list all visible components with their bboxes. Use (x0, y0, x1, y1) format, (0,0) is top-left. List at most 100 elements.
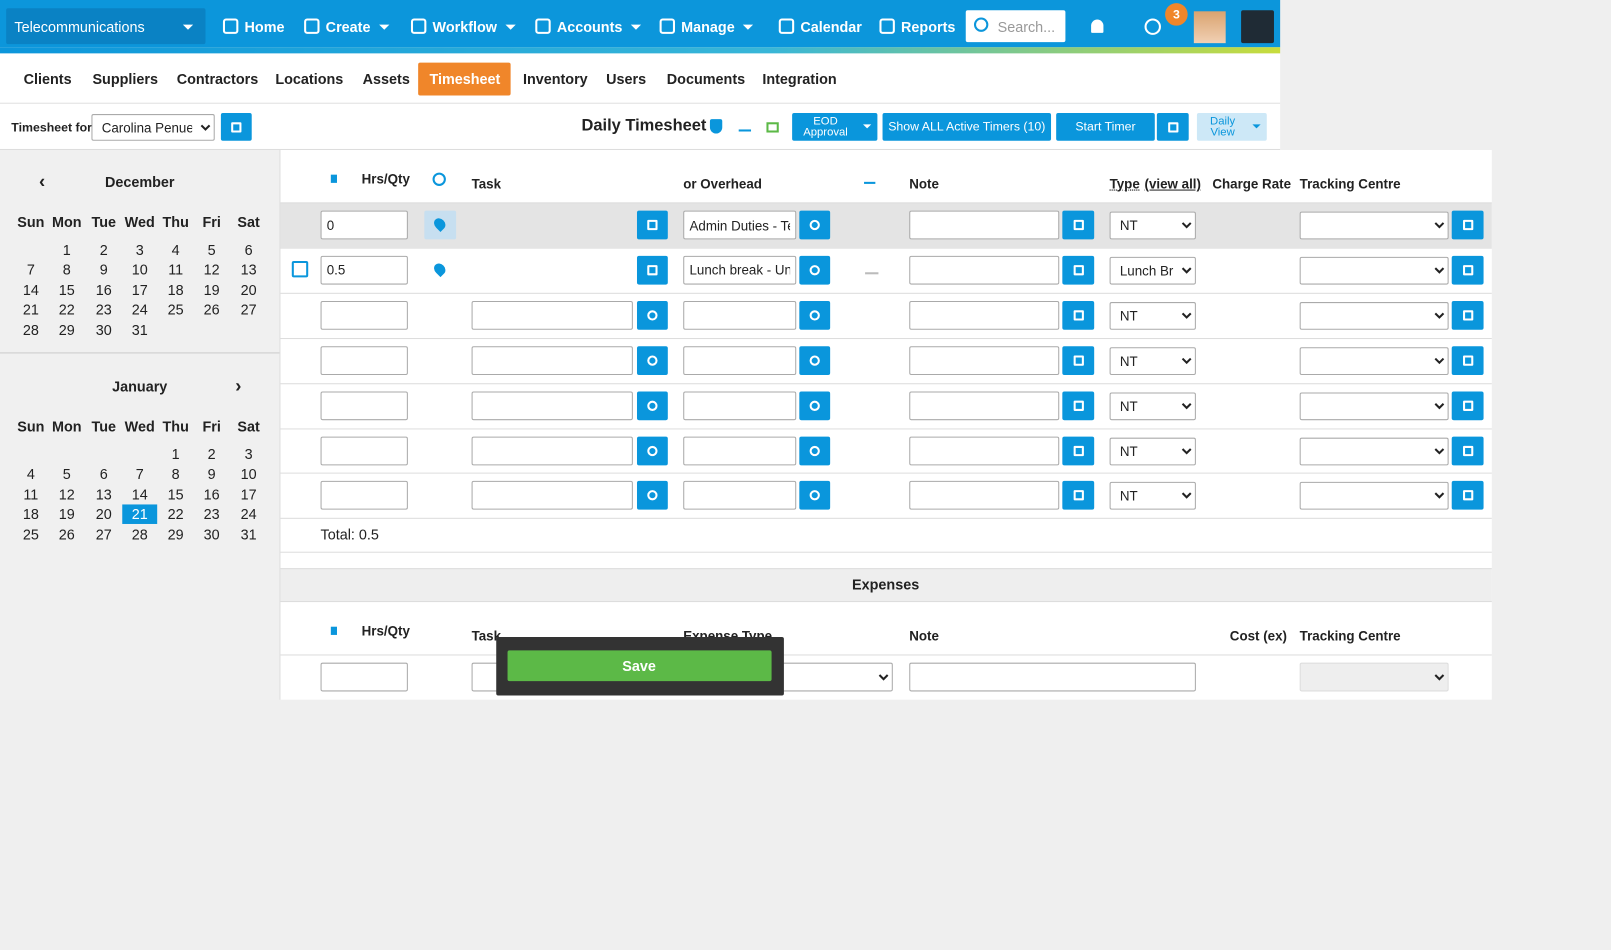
task-search-button[interactable] (636, 481, 668, 510)
tab[interactable]: Locations (275, 70, 344, 88)
overhead-search-button[interactable] (799, 481, 831, 510)
day[interactable]: 6 (99, 465, 108, 482)
day[interactable]: 1 (171, 445, 180, 463)
overhead-search-button[interactable] (799, 300, 831, 330)
hrs-input[interactable] (320, 481, 408, 510)
note-input[interactable] (909, 481, 1060, 510)
task-search-button[interactable] (636, 436, 668, 465)
day[interactable]: 25 (22, 526, 39, 543)
day[interactable]: 5 (207, 241, 216, 258)
note-input[interactable] (909, 210, 1060, 240)
day[interactable]: 26 (203, 301, 220, 318)
edit-task-button[interactable] (636, 255, 668, 285)
type-select[interactable]: NT (1109, 437, 1196, 465)
day[interactable]: 21 (22, 301, 39, 318)
note-input[interactable] (909, 391, 1060, 420)
note-button[interactable] (1062, 345, 1095, 375)
tracking-select[interactable] (1299, 346, 1449, 375)
overhead-input[interactable] (683, 210, 797, 240)
overhead-input[interactable] (683, 436, 797, 465)
day[interactable]: 15 (58, 281, 75, 298)
tracking-button[interactable] (1451, 345, 1484, 375)
save-button[interactable] (507, 650, 772, 682)
day[interactable]: 31 (240, 526, 257, 543)
tab[interactable]: Contractors (176, 70, 259, 88)
note-button[interactable] (1062, 210, 1095, 240)
day[interactable]: 13 (240, 260, 257, 278)
day[interactable]: 25 (167, 301, 184, 318)
tab[interactable]: Timesheet (429, 70, 501, 88)
prev-month[interactable]: ‹ (39, 171, 46, 192)
tab[interactable]: Clients (23, 70, 72, 88)
day[interactable]: 6 (244, 241, 253, 258)
user-select[interactable]: Carolina Penuela (91, 114, 215, 141)
overhead-search-button[interactable] (799, 255, 831, 285)
task-input[interactable] (471, 436, 633, 465)
task-search-button[interactable] (636, 300, 668, 330)
header[interactable]: (view all) (1144, 176, 1201, 192)
day[interactable]: 15 (167, 485, 184, 503)
day[interactable]: 19 (203, 281, 220, 298)
day[interactable]: 30 (95, 321, 112, 339)
tab[interactable]: Documents (666, 70, 746, 88)
day[interactable]: 10 (240, 465, 257, 482)
task-input[interactable] (471, 391, 633, 420)
tracking-select[interactable] (1299, 392, 1449, 420)
day[interactable]: 20 (95, 505, 112, 522)
day[interactable]: 14 (131, 485, 148, 503)
day[interactable]: 29 (58, 321, 75, 339)
nav-item[interactable]: Manage (681, 18, 735, 35)
day[interactable]: 31 (131, 321, 148, 339)
nav-item[interactable]: Home (244, 18, 285, 35)
hrs-input[interactable] (320, 255, 408, 285)
next-month[interactable]: › (235, 375, 242, 397)
timer-button[interactable] (1156, 113, 1189, 141)
day[interactable]: 8 (62, 260, 71, 278)
day[interactable]: 23 (203, 505, 220, 522)
day[interactable]: 3 (135, 241, 144, 258)
day[interactable]: 27 (95, 526, 112, 543)
note-button[interactable] (1062, 391, 1095, 420)
day[interactable]: 14 (22, 281, 39, 298)
tracking-button[interactable] (1451, 391, 1484, 420)
tab[interactable]: Inventory (522, 70, 588, 88)
type-select[interactable]: NT (1109, 301, 1196, 330)
day[interactable]: 9 (99, 260, 108, 278)
task-search-button[interactable] (636, 345, 668, 375)
tracking-select[interactable] (1299, 256, 1449, 285)
note-button[interactable] (1062, 255, 1095, 285)
tab[interactable]: Assets (362, 70, 410, 88)
toolbar-button[interactable] (1056, 113, 1155, 141)
toolbar-button[interactable] (882, 113, 1052, 141)
expense-note-input[interactable] (909, 662, 1196, 692)
day[interactable]: 9 (207, 465, 216, 482)
tracking-select[interactable] (1299, 482, 1449, 510)
tab[interactable]: Users (606, 70, 647, 88)
day[interactable]: 11 (23, 485, 39, 503)
note-button[interactable] (1062, 300, 1095, 330)
expense-tracking-select[interactable] (1299, 662, 1449, 692)
nav-item[interactable]: Calendar (800, 18, 862, 35)
day[interactable]: 22 (167, 505, 184, 522)
day[interactable]: 19 (58, 505, 75, 522)
day[interactable]: 10 (131, 260, 148, 278)
day[interactable]: 16 (95, 281, 112, 298)
tab[interactable]: Suppliers (92, 70, 159, 88)
overhead-search-button[interactable] (799, 210, 831, 240)
day[interactable]: 4 (171, 241, 180, 258)
overhead-input[interactable] (683, 300, 797, 330)
tracking-button[interactable] (1451, 255, 1484, 285)
overhead-input[interactable] (683, 481, 797, 510)
day[interactable]: 2 (99, 241, 108, 258)
bell-icon[interactable] (1091, 19, 1104, 33)
day[interactable]: 30 (203, 526, 220, 543)
edit-task-button[interactable] (636, 210, 668, 240)
overhead-search-button[interactable] (799, 391, 831, 420)
day[interactable]: 23 (95, 301, 112, 318)
task-input[interactable] (471, 481, 633, 510)
nav-item[interactable]: Workflow (432, 18, 498, 35)
day[interactable]: 29 (167, 526, 184, 543)
day[interactable]: 11 (168, 260, 184, 278)
day[interactable]: 18 (22, 505, 39, 522)
day[interactable]: 4 (26, 465, 35, 482)
